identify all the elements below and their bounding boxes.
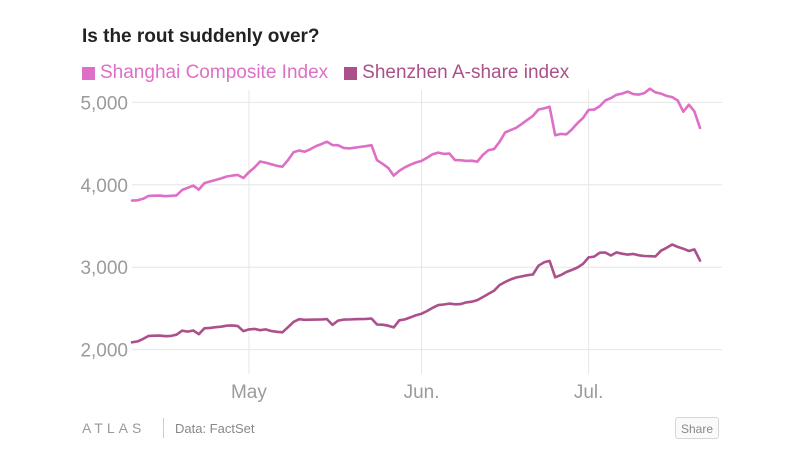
legend: Shanghai Composite Index Shenzhen A-shar… [82, 62, 569, 84]
footer-divider [163, 418, 164, 438]
legend-label-shanghai: Shanghai Composite Index [100, 62, 329, 83]
y-tick-label: 3,000 [80, 258, 128, 279]
legend-item-shanghai: Shanghai Composite Index [82, 62, 328, 84]
legend-item-shenzhen: Shenzhen A-share index [344, 62, 569, 84]
x-tick-label: Jun. [404, 382, 440, 403]
series-line-shanghai [130, 87, 702, 202]
series-line-shenzhen [130, 243, 702, 344]
share-button[interactable]: Share [675, 417, 719, 439]
x-tick-label: May [231, 382, 267, 403]
y-tick-label: 4,000 [80, 176, 128, 197]
y-tick-label: 5,000 [80, 93, 128, 114]
legend-label-shenzhen: Shenzhen A-share index [362, 62, 570, 83]
legend-swatch-shenzhen [344, 66, 358, 80]
chart-title: Is the rout suddenly over? [82, 26, 320, 47]
legend-swatch-shanghai [82, 66, 95, 80]
y-tick-label: 2,000 [80, 341, 128, 362]
atlas-logo: ATLAS [82, 420, 146, 436]
data-source: Data: FactSet [175, 421, 255, 436]
x-tick-label: Jul. [574, 382, 604, 403]
